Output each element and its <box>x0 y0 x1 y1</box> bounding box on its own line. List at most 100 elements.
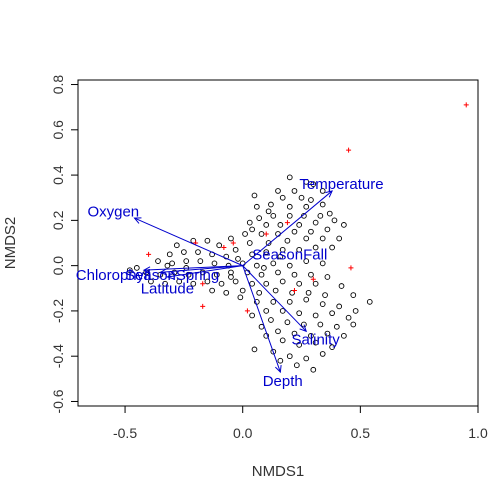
site-point <box>304 204 309 209</box>
y-tick-label: 0.8 <box>50 75 66 95</box>
site-point <box>264 281 269 286</box>
site-point <box>304 297 309 302</box>
site-point <box>254 263 259 268</box>
site-point <box>278 358 283 363</box>
site-point <box>271 299 276 304</box>
site-point <box>247 241 252 246</box>
site-point <box>304 236 309 241</box>
site-point <box>292 189 297 194</box>
x-tick-label: -0.5 <box>113 425 137 441</box>
vector-label: Oxygen <box>87 203 139 220</box>
site-point <box>280 195 285 200</box>
site-point <box>304 356 309 361</box>
site-point <box>330 311 335 316</box>
vector-label: Depth <box>263 373 303 390</box>
vector-label: Salinity <box>291 331 340 348</box>
site-point <box>278 222 283 227</box>
species-point <box>464 102 469 107</box>
site-point <box>259 272 264 277</box>
site-point <box>297 311 302 316</box>
site-point <box>243 232 248 237</box>
site-point <box>299 195 304 200</box>
site-point <box>191 238 196 243</box>
site-point <box>325 275 330 280</box>
site-point <box>346 315 351 320</box>
y-tick-label: 0.6 <box>50 120 66 140</box>
site-point <box>271 213 276 218</box>
site-point <box>367 299 372 304</box>
site-point <box>233 279 238 284</box>
site-point <box>252 347 257 352</box>
site-point <box>280 338 285 343</box>
site-point <box>276 189 281 194</box>
site-point <box>261 266 266 271</box>
site-point <box>196 250 201 255</box>
site-point <box>309 198 314 203</box>
x-tick-label: 0.5 <box>351 425 371 441</box>
site-point <box>236 256 241 261</box>
x-axis: -0.5 0.0 0.5 1.0 <box>113 406 488 441</box>
site-point <box>276 329 281 334</box>
site-point <box>210 288 215 293</box>
site-point <box>184 259 189 264</box>
site-point <box>313 313 318 318</box>
site-point <box>313 281 318 286</box>
site-point <box>351 322 356 327</box>
species-point <box>346 148 351 153</box>
site-point <box>266 209 271 214</box>
site-point <box>219 281 224 286</box>
species-point <box>292 288 297 293</box>
site-point <box>318 322 323 327</box>
y-tick-label: 0.4 <box>50 165 66 185</box>
site-point <box>250 313 255 318</box>
x-axis-title: NMDS1 <box>252 463 305 480</box>
site-point <box>229 236 234 241</box>
y-tick-label: 0.2 <box>50 210 66 230</box>
y-tick-label: 0.0 <box>50 256 66 276</box>
y-axis-title: NMDS2 <box>2 217 19 270</box>
site-point <box>250 227 255 232</box>
site-point <box>309 272 314 277</box>
species-point <box>348 265 353 270</box>
vector-arrow-line <box>134 218 242 266</box>
site-point <box>257 216 262 221</box>
vector-arrow-line <box>243 266 281 372</box>
site-point <box>198 259 203 264</box>
site-point <box>311 367 316 372</box>
site-point <box>250 281 255 286</box>
site-point <box>259 232 264 237</box>
site-point <box>320 352 325 357</box>
site-point <box>252 193 257 198</box>
site-point <box>332 218 337 223</box>
site-point <box>318 213 323 218</box>
site-point <box>351 293 356 298</box>
site-point <box>257 290 262 295</box>
site-point <box>337 236 342 241</box>
site-point <box>287 175 292 180</box>
site-point <box>320 236 325 241</box>
site-point <box>170 261 175 266</box>
site-point <box>273 288 278 293</box>
vector-label: SeasonFall <box>252 246 327 263</box>
species-point <box>285 220 290 225</box>
y-tick-label: -0.2 <box>50 299 66 323</box>
site-point <box>217 243 222 248</box>
site-point <box>181 250 186 255</box>
site-point <box>297 222 302 227</box>
species-point <box>200 304 205 309</box>
site-point <box>292 229 297 234</box>
site-point <box>287 263 292 268</box>
vector-label: Temperature <box>299 176 383 193</box>
environmental-vectors: TemperatureOxygenSeasonFallChlorophyllSe… <box>76 176 384 390</box>
site-point <box>341 222 346 227</box>
species-point <box>245 308 250 313</box>
species-point <box>221 245 226 250</box>
site-point <box>320 302 325 307</box>
site-point <box>276 270 281 275</box>
site-point <box>269 202 274 207</box>
site-point <box>320 202 325 207</box>
x-tick-label: 0.0 <box>233 425 253 441</box>
site-point <box>269 318 274 323</box>
site-point <box>233 247 238 252</box>
site-point <box>205 238 210 243</box>
